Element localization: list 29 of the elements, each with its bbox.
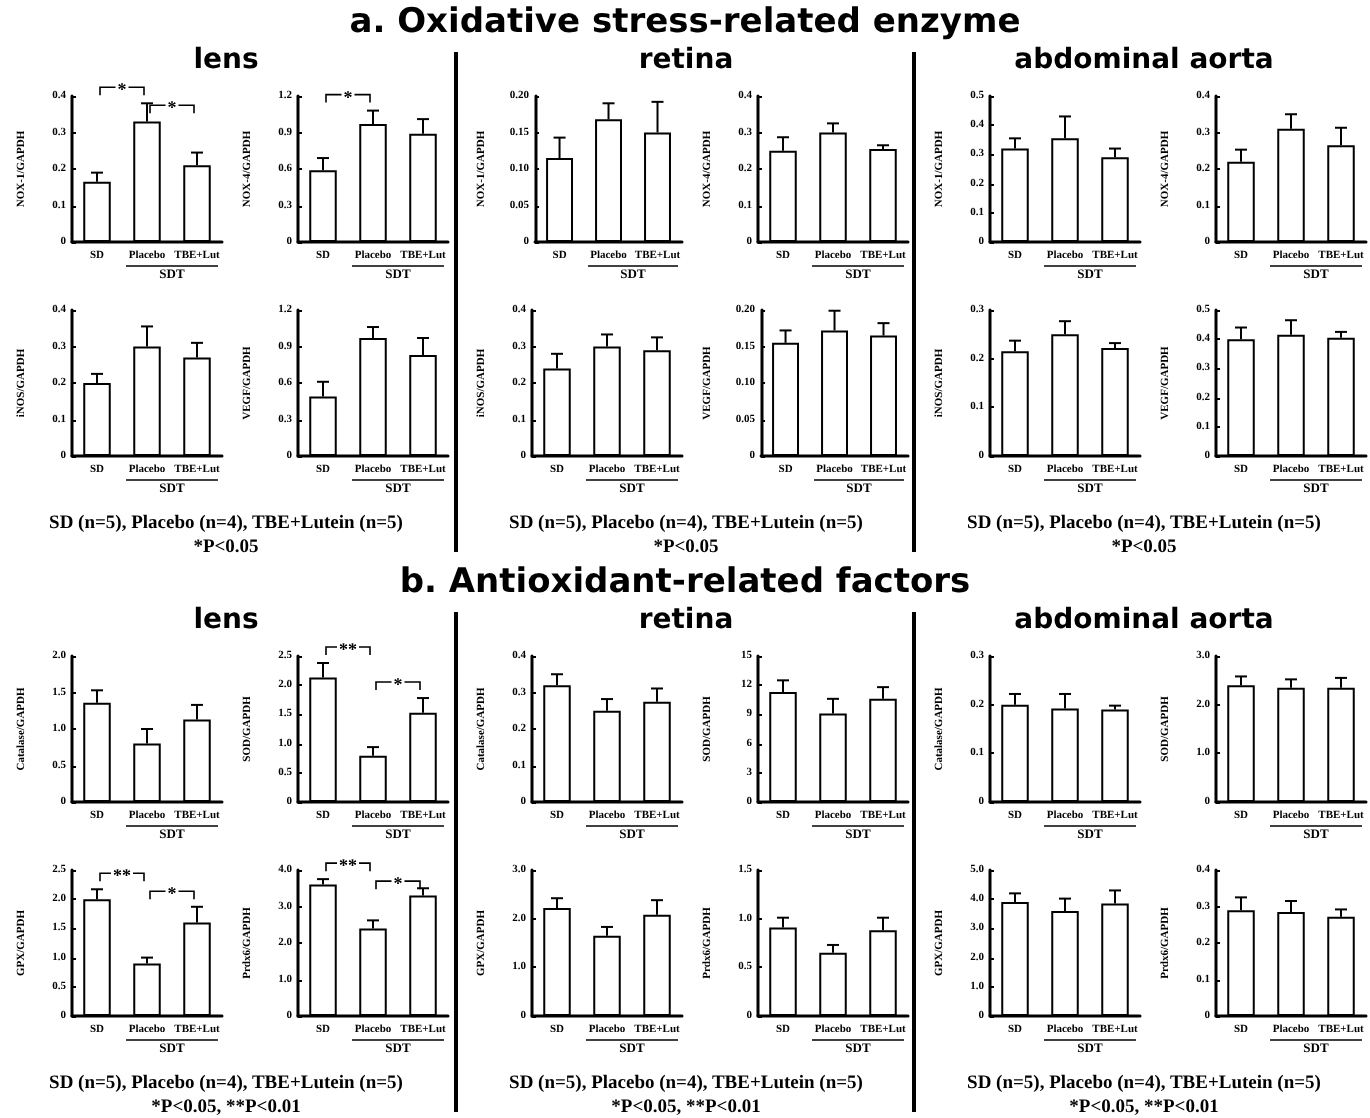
text: b. Antioxidant-related factors xyxy=(397,560,973,604)
text: SD (n=5), Placebo (n=4), TBE+Lutein (n=5) xyxy=(47,1072,405,1096)
text: abdominal aorta xyxy=(1012,604,1276,636)
annotation: * xyxy=(343,86,354,107)
text: a. Oxidative stress-related enzyme xyxy=(347,0,1023,44)
annotation: ** xyxy=(339,854,358,875)
annotation: ** xyxy=(113,864,132,885)
text: abdominal aorta xyxy=(1012,44,1276,76)
annotation: * xyxy=(167,882,178,903)
text: SD (n=5), Placebo (n=4), TBE+Lutein (n=5) xyxy=(507,512,865,536)
text: *P<0.05 xyxy=(651,536,721,560)
text: retina xyxy=(636,44,736,76)
text: *P<0.05, **P<0.01 xyxy=(149,1096,303,1118)
text: *P<0.05 xyxy=(191,536,261,560)
annotation: * xyxy=(393,872,404,893)
annotation: * xyxy=(167,97,178,118)
text: SD (n=5), Placebo (n=4), TBE+Lutein (n=5) xyxy=(47,512,405,536)
annotation: * xyxy=(117,79,128,100)
text: SD (n=5), Placebo (n=4), TBE+Lutein (n=5) xyxy=(965,512,1323,536)
annotation: * xyxy=(393,674,404,695)
text: lens xyxy=(191,44,261,76)
text: retina xyxy=(636,604,736,636)
text: *P<0.05, **P<0.01 xyxy=(609,1096,763,1118)
annotation: ** xyxy=(339,639,358,660)
text: lens xyxy=(191,604,261,636)
text: SD (n=5), Placebo (n=4), TBE+Lutein (n=5) xyxy=(507,1072,865,1096)
text: SD (n=5), Placebo (n=4), TBE+Lutein (n=5) xyxy=(965,1072,1323,1096)
text: *P<0.05, **P<0.01 xyxy=(1067,1096,1221,1118)
text: *P<0.05 xyxy=(1109,536,1179,560)
